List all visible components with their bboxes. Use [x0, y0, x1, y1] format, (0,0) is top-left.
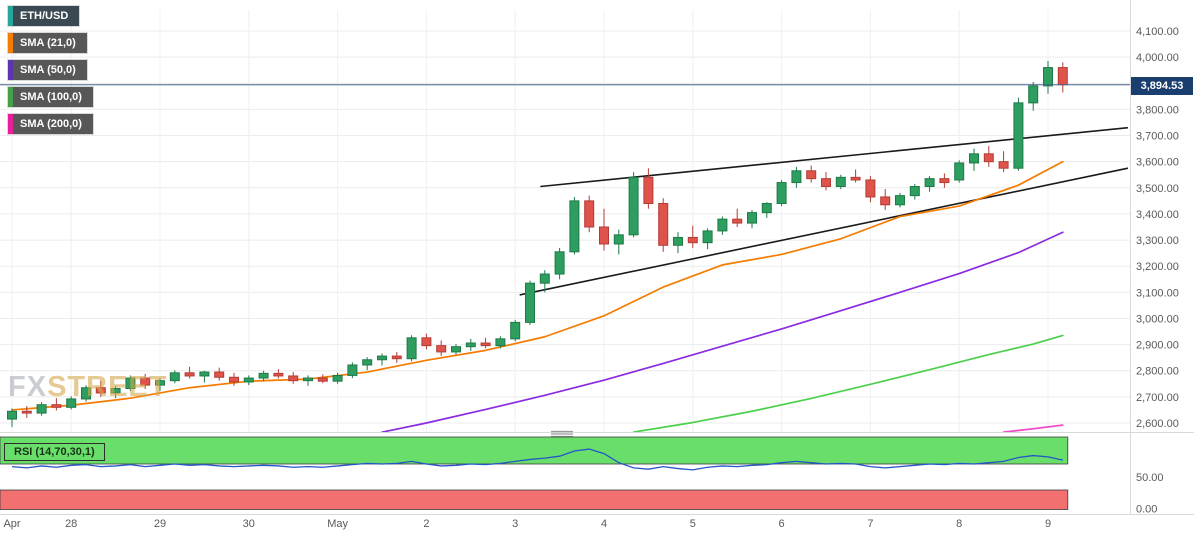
legend: ETH/USD SMA (21,0) SMA (50,0) SMA (100,0… — [8, 6, 93, 141]
sma-200-label: SMA (200,0) — [20, 118, 82, 130]
svg-text:4,000.00: 4,000.00 — [1136, 52, 1179, 64]
svg-text:8: 8 — [956, 518, 962, 530]
svg-text:3,500.00: 3,500.00 — [1136, 183, 1179, 195]
svg-text:Apr: Apr — [3, 518, 20, 530]
svg-text:29: 29 — [154, 518, 166, 530]
svg-text:6: 6 — [779, 518, 785, 530]
sma-100-label: SMA (100,0) — [20, 91, 82, 103]
svg-text:3,200.00: 3,200.00 — [1136, 261, 1179, 273]
svg-text:5: 5 — [690, 518, 696, 530]
svg-text:28: 28 — [65, 518, 77, 530]
svg-text:May: May — [327, 518, 348, 530]
svg-text:4,100.00: 4,100.00 — [1136, 26, 1179, 38]
fxstreet-watermark: FXSTREET — [8, 371, 167, 404]
last-price-tag: 3,894.53 — [1131, 77, 1193, 95]
svg-text:3,800.00: 3,800.00 — [1136, 104, 1179, 116]
rsi-indicator-badge[interactable]: RSI (14,70,30,1) — [4, 443, 105, 461]
svg-text:3,400.00: 3,400.00 — [1136, 209, 1179, 221]
svg-text:0.00: 0.00 — [1136, 504, 1157, 516]
svg-text:2,700.00: 2,700.00 — [1136, 392, 1179, 404]
svg-text:50.00: 50.00 — [1136, 472, 1164, 484]
watermark-street-text: STREET — [47, 371, 168, 403]
svg-text:30: 30 — [243, 518, 255, 530]
svg-text:3,600.00: 3,600.00 — [1136, 157, 1179, 169]
sma-100-badge[interactable]: SMA (100,0) — [8, 87, 93, 107]
sma-21-label: SMA (21,0) — [20, 37, 76, 49]
svg-text:9: 9 — [1045, 518, 1051, 530]
svg-text:2,900.00: 2,900.00 — [1136, 340, 1179, 352]
svg-text:3,300.00: 3,300.00 — [1136, 235, 1179, 247]
svg-text:2: 2 — [423, 518, 429, 530]
sma-50-label: SMA (50,0) — [20, 64, 76, 76]
svg-text:2,800.00: 2,800.00 — [1136, 366, 1179, 378]
svg-text:3,100.00: 3,100.00 — [1136, 287, 1179, 299]
symbol-badge[interactable]: ETH/USD — [8, 6, 80, 26]
watermark-fx-text: FX — [8, 371, 48, 403]
svg-text:3: 3 — [512, 518, 518, 530]
sma-21-badge[interactable]: SMA (21,0) — [8, 33, 87, 53]
svg-text:2,600.00: 2,600.00 — [1136, 418, 1179, 430]
svg-text:3,000.00: 3,000.00 — [1136, 313, 1179, 325]
svg-text:3,700.00: 3,700.00 — [1136, 131, 1179, 143]
symbol-label: ETH/USD — [20, 10, 69, 22]
svg-text:7: 7 — [867, 518, 873, 530]
sma-200-badge[interactable]: SMA (200,0) — [8, 114, 93, 134]
sma-50-badge[interactable]: SMA (50,0) — [8, 60, 87, 80]
svg-text:4: 4 — [601, 518, 607, 530]
